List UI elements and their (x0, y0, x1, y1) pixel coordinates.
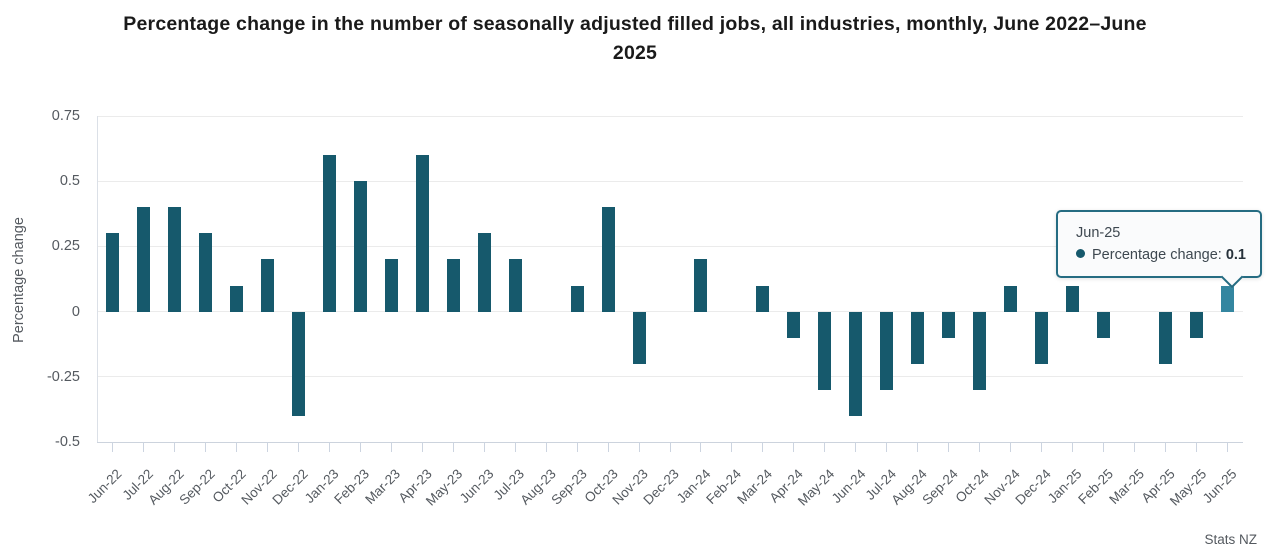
bar-Feb-25[interactable] (1097, 311, 1111, 338)
x-axis-tick (793, 442, 795, 452)
bar-Dec-22[interactable] (291, 311, 305, 416)
bar-Dec-24[interactable] (1035, 311, 1049, 364)
x-axis-tick (1041, 442, 1043, 452)
x-axis-tick (142, 442, 144, 452)
bar-Aug-22[interactable] (167, 207, 181, 312)
bar-Oct-22[interactable] (229, 285, 243, 312)
x-axis-tick (886, 442, 888, 452)
tooltip-value: 0.1 (1225, 247, 1246, 263)
y-axis-title: Percentage change (11, 217, 27, 343)
x-axis-tick (700, 442, 702, 452)
x-axis-tick-label-text: Jun-24 (828, 466, 869, 506)
x-axis-tick (514, 442, 516, 452)
bar-Sep-22[interactable] (198, 233, 212, 312)
bar-Mar-24[interactable] (756, 285, 770, 312)
x-axis-tick (1103, 442, 1105, 452)
x-axis-tick-label-text: Jun-25 (1200, 466, 1240, 506)
x-axis-tick (421, 442, 423, 452)
x-axis-tick-label-text: Mar-23 (362, 466, 404, 508)
bar-Jul-22[interactable] (136, 207, 150, 312)
bar-Jun-24[interactable] (849, 311, 863, 416)
x-axis-tick-label-text: Jun-22 (84, 466, 125, 506)
bar-Jan-24[interactable] (694, 259, 708, 312)
bar-May-25[interactable] (1190, 311, 1204, 338)
bar-Jun-22[interactable] (105, 233, 119, 312)
x-axis-tick (1010, 442, 1012, 452)
bar-May-23[interactable] (446, 259, 460, 312)
bar-Sep-23[interactable] (570, 285, 584, 312)
bar-Oct-23[interactable] (601, 207, 615, 312)
x-axis-tick (824, 442, 826, 452)
y-axis-tick-label: -0.5 (55, 434, 80, 450)
chart-title-line1: Percentage change in the number of seaso… (123, 13, 1147, 35)
x-axis-tick (979, 442, 981, 452)
x-axis-tick (173, 442, 175, 452)
series-marker-icon (1076, 249, 1085, 258)
y-axis-tick-label: 0.75 (51, 108, 80, 124)
x-axis-tick (266, 442, 268, 452)
bar-Apr-24[interactable] (787, 311, 801, 338)
y-axis-line (97, 116, 98, 442)
x-axis-tick (1134, 442, 1136, 452)
bar-Aug-24[interactable] (911, 311, 925, 364)
bar-Jun-23[interactable] (477, 233, 491, 312)
bar-Oct-24[interactable] (973, 311, 987, 390)
x-axis-tick-label-text: Jun-23 (456, 466, 497, 506)
tooltip-series-label: Percentage change: (1092, 247, 1226, 263)
x-axis-tick (545, 442, 547, 452)
bar-Sep-24[interactable] (942, 311, 956, 338)
tooltip: Jun-25 Percentage change: 0.1 (1056, 210, 1262, 289)
bar-Jul-24[interactable] (880, 311, 894, 390)
x-axis-tick (328, 442, 330, 452)
y-axis-tick-label: 0.25 (51, 238, 80, 255)
tooltip-series-row: Percentage change: 0.1 (1076, 244, 1246, 266)
x-axis-tick (452, 442, 454, 452)
bar-Jan-25[interactable] (1066, 285, 1080, 312)
bar-Feb-23[interactable] (353, 181, 367, 312)
x-axis-tick (638, 442, 640, 452)
bar-Mar-23[interactable] (384, 259, 398, 312)
bar-Apr-23[interactable] (415, 155, 429, 312)
x-axis-tick (390, 442, 392, 452)
bar-Apr-25[interactable] (1159, 311, 1173, 364)
x-axis-tick (1072, 442, 1074, 452)
y-axis-tick-label: 0.5 (59, 173, 80, 190)
bar-Jun-25[interactable] (1221, 285, 1234, 312)
gridline (97, 376, 1243, 378)
tooltip-title: Jun-25 (1076, 225, 1121, 241)
x-axis-tick (297, 442, 299, 452)
bar-Nov-23[interactable] (632, 311, 646, 364)
gridline (97, 115, 1243, 117)
gridline (97, 245, 1243, 247)
gridline (97, 311, 1243, 313)
x-axis-tick (669, 442, 671, 452)
bar-Jul-23[interactable] (508, 259, 522, 312)
x-axis-tick (855, 442, 857, 452)
x-axis-tick (235, 442, 237, 452)
chart-title-line2: 2025 (612, 42, 658, 64)
x-axis-tick (483, 442, 485, 452)
bar-May-24[interactable] (818, 311, 832, 390)
chart-title: Percentage change in the number of seaso… (0, 10, 1270, 68)
gridline (97, 180, 1243, 182)
bar-Nov-24[interactable] (1004, 285, 1018, 312)
bar-Jan-23[interactable] (322, 155, 336, 312)
x-axis-tick (576, 442, 578, 452)
x-axis-tick (204, 442, 206, 452)
x-axis-tick (917, 442, 919, 452)
x-axis-tick (762, 442, 764, 452)
x-axis-tick (948, 442, 950, 452)
x-axis-tick (1227, 442, 1228, 452)
x-axis-tick (1165, 442, 1167, 452)
x-axis-tick (359, 442, 361, 452)
y-axis-tick-label: -0.25 (46, 368, 80, 385)
x-axis-tick (731, 442, 733, 452)
x-axis-tick (111, 442, 113, 452)
x-axis-tick (607, 442, 609, 452)
bar-Nov-22[interactable] (260, 259, 274, 312)
y-axis-tick-label: 0 (71, 303, 80, 320)
source-label: Stats NZ (1204, 532, 1257, 547)
x-axis-tick (1196, 442, 1198, 452)
